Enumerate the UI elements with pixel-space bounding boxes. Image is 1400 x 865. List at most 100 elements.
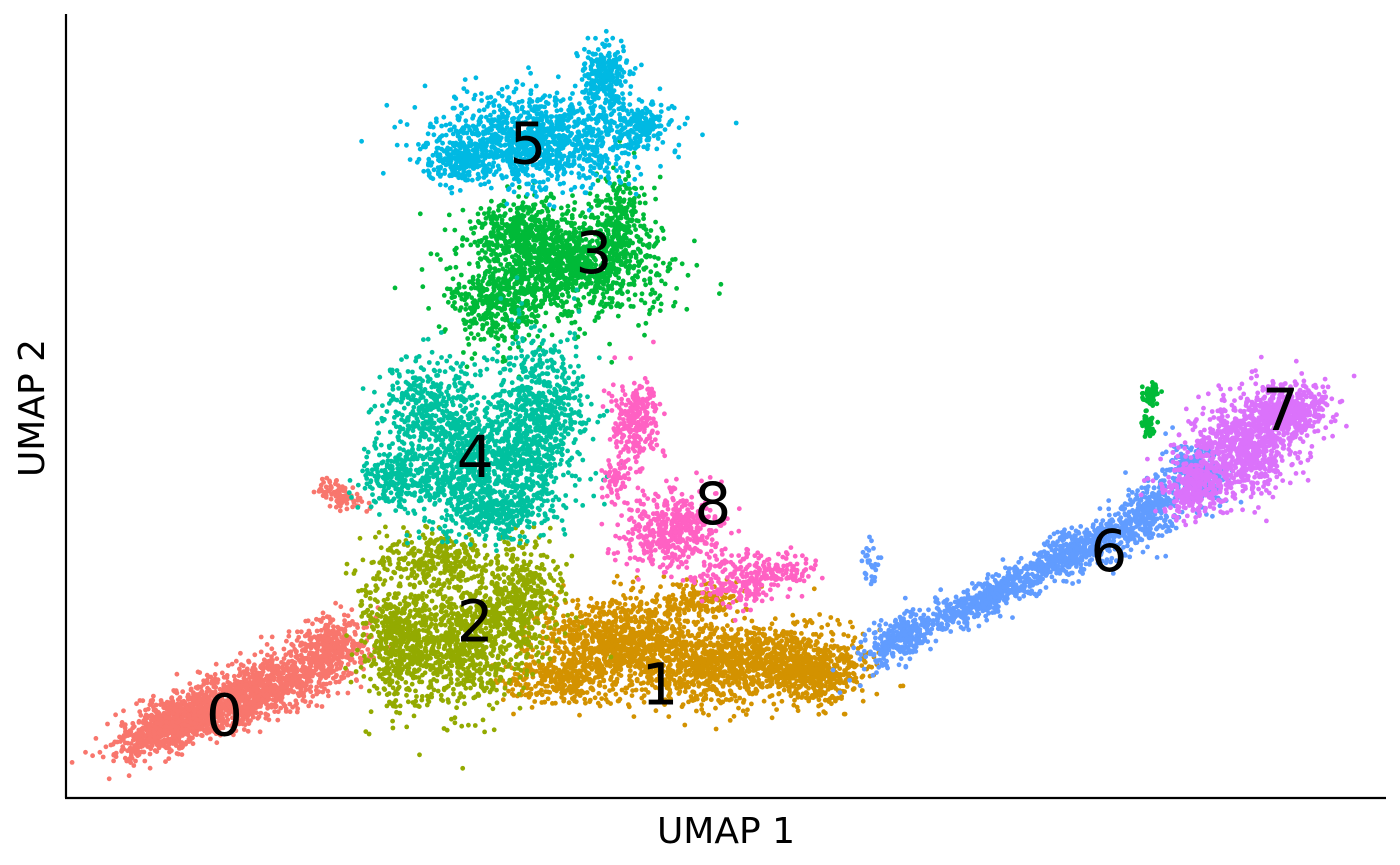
point [335, 690, 341, 696]
point [355, 625, 360, 630]
point [745, 651, 750, 656]
point [634, 630, 640, 636]
point [630, 579, 636, 585]
point [176, 751, 181, 757]
point [324, 657, 329, 663]
point [247, 675, 253, 680]
point [186, 707, 192, 713]
point [553, 700, 558, 706]
point [769, 715, 775, 721]
point [539, 687, 544, 693]
point [862, 659, 868, 665]
point [545, 696, 551, 702]
point [180, 744, 186, 750]
point [743, 712, 749, 717]
point [634, 651, 640, 657]
point [265, 652, 270, 658]
point [166, 742, 172, 748]
point [615, 698, 621, 704]
point [270, 697, 276, 703]
point [69, 760, 75, 765]
point [244, 700, 250, 705]
point [596, 691, 602, 696]
point [720, 671, 725, 677]
point [197, 696, 202, 702]
point [593, 614, 598, 620]
point [783, 647, 789, 653]
point [737, 695, 743, 701]
point [121, 708, 126, 714]
point [898, 683, 903, 689]
point [836, 647, 842, 653]
point [549, 631, 554, 637]
point [851, 686, 857, 691]
point [655, 592, 660, 598]
point [750, 681, 755, 687]
point [608, 677, 613, 682]
point [625, 641, 631, 646]
point [679, 629, 685, 635]
point [182, 722, 188, 728]
point [300, 655, 305, 661]
point [570, 598, 576, 604]
point [761, 626, 766, 632]
point [266, 666, 271, 672]
point [142, 718, 148, 724]
point [727, 718, 733, 723]
point [731, 713, 737, 719]
point [561, 613, 566, 619]
point [815, 646, 821, 652]
point [613, 638, 618, 644]
point [130, 737, 136, 743]
point [282, 667, 288, 673]
point [736, 637, 742, 643]
point [769, 693, 775, 698]
point [323, 495, 329, 500]
point [720, 654, 726, 660]
point [589, 618, 595, 624]
point [835, 658, 841, 664]
point [314, 655, 319, 660]
point [613, 691, 619, 697]
point [576, 689, 582, 695]
point [542, 699, 547, 705]
point [760, 684, 765, 690]
point [319, 476, 325, 482]
point [745, 685, 751, 691]
point [607, 663, 613, 669]
point [350, 619, 355, 624]
point [169, 695, 174, 701]
point [744, 668, 750, 674]
point [361, 625, 367, 631]
point [677, 626, 682, 631]
point [594, 631, 600, 637]
point [826, 678, 832, 684]
point [669, 633, 674, 639]
point [747, 640, 753, 646]
point [137, 738, 143, 744]
point [566, 618, 572, 624]
point [180, 689, 186, 695]
point [618, 666, 624, 672]
point [278, 705, 284, 711]
point [632, 671, 638, 676]
point [198, 684, 204, 690]
point [556, 627, 562, 633]
point [277, 685, 283, 691]
point [324, 625, 330, 630]
point [837, 621, 842, 627]
point [266, 717, 272, 723]
point [213, 661, 219, 667]
point [350, 485, 356, 491]
point [129, 746, 135, 751]
point [603, 660, 608, 665]
point [258, 634, 264, 640]
point [170, 719, 176, 725]
point [646, 608, 651, 613]
point [817, 612, 822, 617]
point [256, 701, 262, 707]
point [692, 670, 697, 675]
point [314, 628, 320, 634]
point [256, 714, 262, 720]
point [250, 706, 255, 712]
